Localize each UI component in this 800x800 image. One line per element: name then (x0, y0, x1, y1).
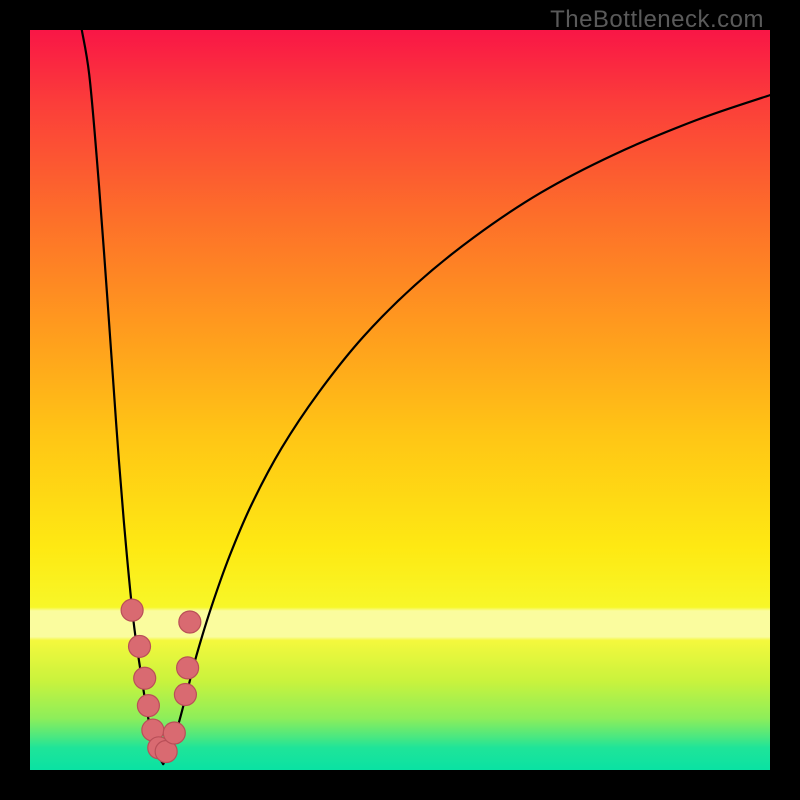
data-marker (134, 667, 156, 689)
data-marker (174, 684, 196, 706)
data-marker (177, 657, 199, 679)
data-marker (179, 611, 201, 633)
chart-root: TheBottleneck.com (0, 0, 800, 800)
data-marker (129, 635, 151, 657)
data-marker (163, 722, 185, 744)
gradient-background (30, 30, 770, 770)
data-marker (121, 599, 143, 621)
plot-svg (30, 30, 770, 770)
data-marker (137, 695, 159, 717)
plot-area (30, 30, 770, 770)
